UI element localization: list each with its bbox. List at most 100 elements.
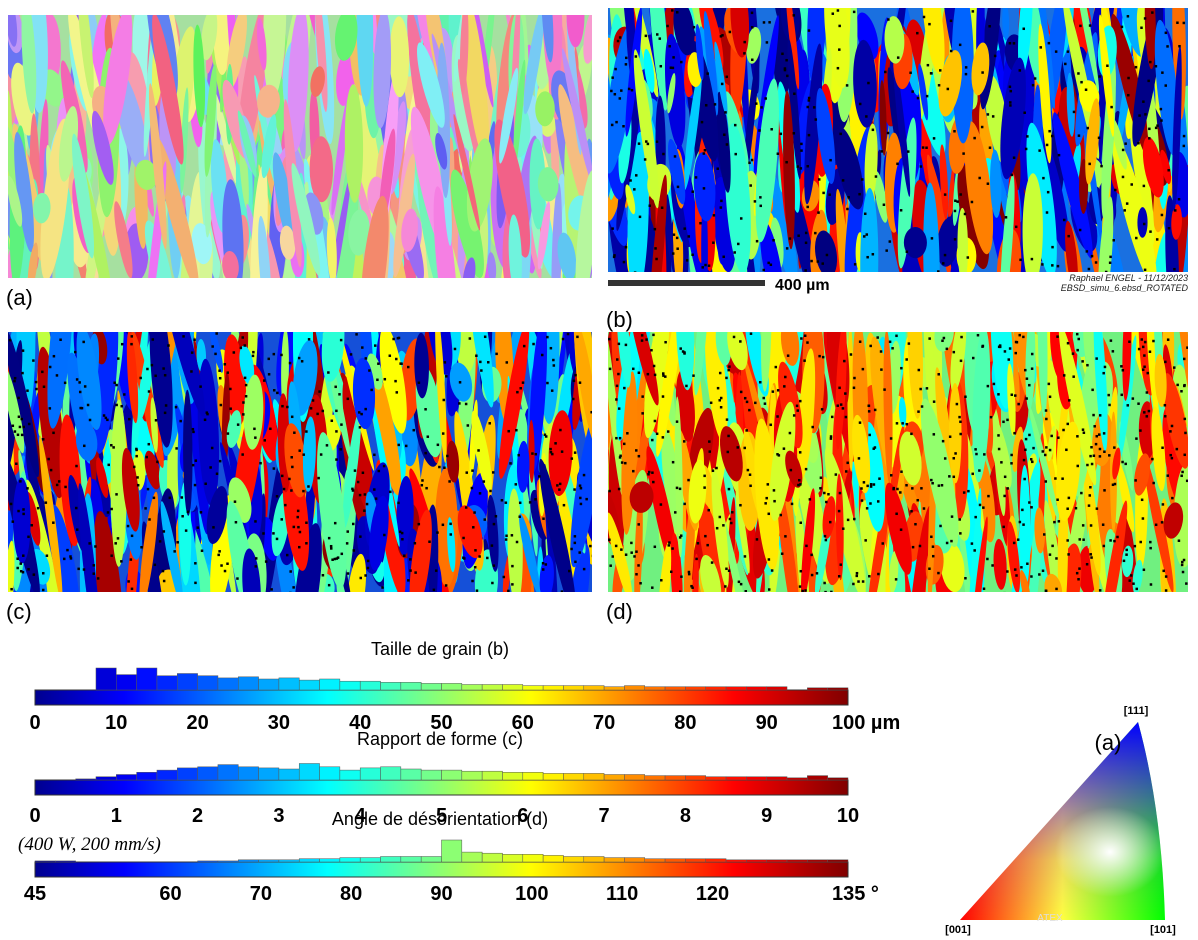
histogram-bar xyxy=(258,859,280,863)
unindexed-point xyxy=(772,489,776,492)
unindexed-point xyxy=(1104,270,1108,272)
grain xyxy=(93,510,124,592)
unindexed-point xyxy=(1022,458,1026,462)
unindexed-point xyxy=(449,522,452,526)
grain xyxy=(1070,8,1099,92)
ipf-watermark: ATEX xyxy=(1037,913,1063,924)
histogram-bar xyxy=(522,685,544,691)
unindexed-point xyxy=(655,432,659,436)
unindexed-point xyxy=(1003,494,1006,498)
unindexed-point xyxy=(22,508,25,511)
unindexed-point xyxy=(1182,144,1186,148)
unindexed-point xyxy=(319,453,323,456)
unindexed-point xyxy=(458,381,462,384)
unindexed-point xyxy=(1164,575,1168,578)
grain xyxy=(201,15,218,61)
unindexed-point xyxy=(656,33,659,36)
histogram-bar xyxy=(339,680,361,691)
histogram-bar xyxy=(258,767,280,781)
unindexed-point xyxy=(1120,25,1124,29)
unindexed-point xyxy=(905,358,908,361)
grain xyxy=(1142,136,1164,198)
unindexed-point xyxy=(867,404,871,408)
grain xyxy=(1174,332,1188,405)
unindexed-point xyxy=(1024,437,1028,441)
unindexed-point xyxy=(1171,496,1174,500)
tick-label: 40 xyxy=(349,712,371,734)
grain xyxy=(1134,453,1150,496)
histogram-bar xyxy=(359,680,381,691)
unindexed-point xyxy=(382,464,386,468)
unindexed-point xyxy=(921,146,925,149)
unindexed-point xyxy=(353,469,357,472)
tick-label: 4 xyxy=(355,805,367,827)
unindexed-point xyxy=(780,552,784,555)
unindexed-point xyxy=(615,398,618,401)
unindexed-point xyxy=(959,420,962,424)
unindexed-point xyxy=(783,68,787,72)
tick-label: 45 xyxy=(24,883,46,905)
grain xyxy=(971,516,988,592)
unindexed-point xyxy=(145,455,148,459)
unindexed-point xyxy=(798,585,802,588)
unindexed-point xyxy=(718,399,721,402)
unindexed-point xyxy=(1090,462,1094,466)
unindexed-point xyxy=(559,428,562,432)
unindexed-point xyxy=(317,476,320,480)
unindexed-point xyxy=(113,381,116,384)
unindexed-point xyxy=(293,431,296,434)
unindexed-point xyxy=(215,332,218,335)
unindexed-point xyxy=(1132,582,1135,585)
unindexed-point xyxy=(1125,548,1128,552)
unindexed-point xyxy=(668,541,671,544)
unindexed-point xyxy=(220,564,223,567)
unindexed-point xyxy=(92,564,96,567)
unindexed-point xyxy=(327,536,331,540)
grain xyxy=(668,138,686,205)
unindexed-point xyxy=(804,589,807,592)
unindexed-point xyxy=(1138,114,1141,117)
unindexed-point xyxy=(560,590,564,592)
unindexed-point xyxy=(1030,257,1034,261)
unindexed-point xyxy=(352,549,356,552)
unindexed-point xyxy=(755,102,758,105)
unindexed-point xyxy=(262,379,266,382)
unindexed-point xyxy=(661,436,665,439)
unindexed-point xyxy=(1025,397,1028,400)
unindexed-point xyxy=(52,521,55,524)
unindexed-point xyxy=(776,453,779,456)
unindexed-point xyxy=(690,584,693,588)
unindexed-point xyxy=(374,497,378,500)
unindexed-point xyxy=(1023,111,1026,114)
unindexed-point xyxy=(48,365,52,369)
tick-label: 0 xyxy=(29,712,40,734)
unindexed-point xyxy=(19,569,23,573)
grain xyxy=(258,215,272,278)
unindexed-point xyxy=(1067,553,1070,556)
unindexed-point xyxy=(254,557,258,560)
grain xyxy=(8,332,40,478)
grain xyxy=(409,509,432,592)
unindexed-point xyxy=(842,527,845,530)
unindexed-point xyxy=(1064,62,1067,66)
unindexed-point xyxy=(436,443,440,447)
unindexed-point xyxy=(1087,504,1091,507)
unindexed-point xyxy=(199,385,202,388)
unindexed-point xyxy=(88,542,91,545)
unindexed-point xyxy=(974,515,977,519)
unindexed-point xyxy=(622,125,625,128)
unindexed-point xyxy=(1103,365,1107,369)
unindexed-point xyxy=(1116,535,1119,539)
unindexed-point xyxy=(1014,225,1018,229)
unindexed-point xyxy=(466,424,470,427)
unindexed-point xyxy=(579,502,583,506)
unindexed-point xyxy=(922,15,926,19)
unindexed-point xyxy=(1141,517,1145,520)
unindexed-point xyxy=(711,469,715,472)
unindexed-point xyxy=(766,483,770,486)
unindexed-point xyxy=(1137,347,1141,351)
unindexed-point xyxy=(190,370,193,373)
unindexed-point xyxy=(1098,455,1102,458)
unindexed-point xyxy=(958,43,962,47)
unindexed-point xyxy=(154,419,158,422)
